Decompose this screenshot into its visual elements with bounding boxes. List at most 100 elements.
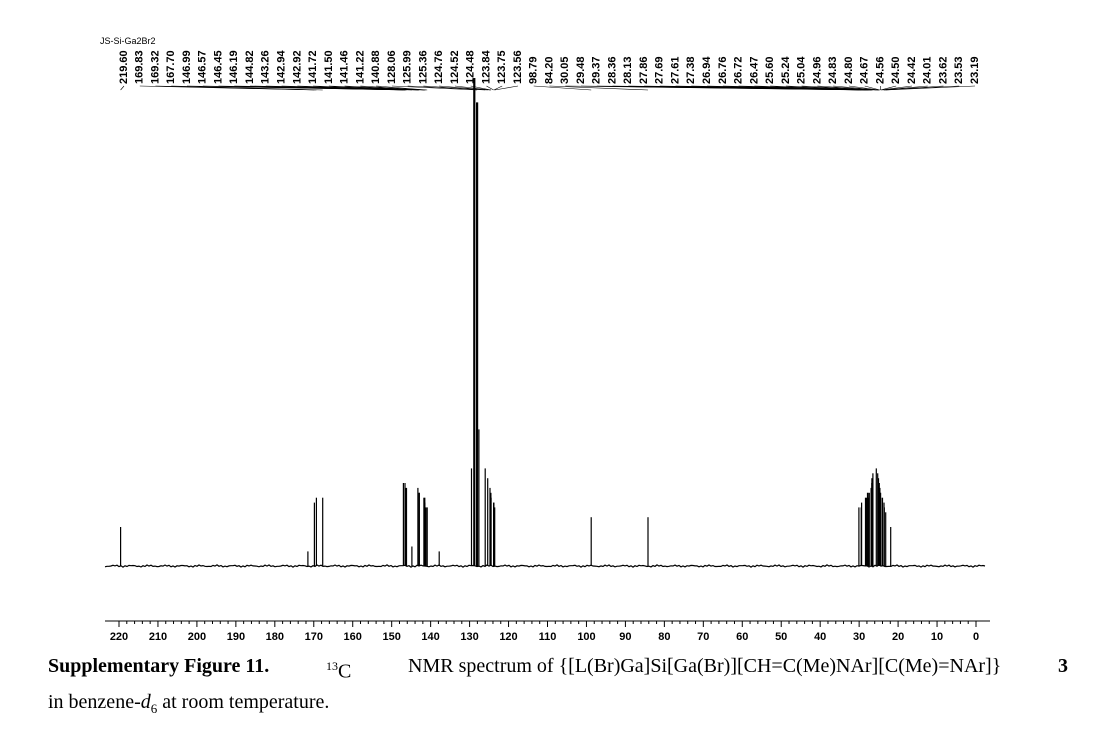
caption-text-main: NMR spectrum of {[L(Br)Ga]Si[Ga(Br)][CH=… <box>408 655 1002 677</box>
peak-label: 98.79 <box>528 56 540 84</box>
peak-label-connector <box>439 85 491 91</box>
peak-label: 144.82 <box>244 50 256 84</box>
peak-label: 24.56 <box>874 56 886 84</box>
peak-label: 25.24 <box>780 56 792 84</box>
x-tick-label: 150 <box>383 631 401 643</box>
peak-label: 24.01 <box>922 56 934 84</box>
peak-label: 29.48 <box>575 56 587 84</box>
peak-label-connector <box>493 85 503 91</box>
peak-label: 167.70 <box>165 50 177 84</box>
peak-label: 124.48 <box>465 50 477 84</box>
peak-label-connector <box>454 85 491 91</box>
x-tick-label: 110 <box>539 631 557 643</box>
peak-label-connector <box>486 85 494 91</box>
peak-label: 143.26 <box>260 50 272 84</box>
x-tick-label: 60 <box>736 631 748 643</box>
caption-nucleus-symbol: C <box>338 660 352 683</box>
x-tick-label: 100 <box>577 631 595 643</box>
caption-nucleus-mass: 13 <box>326 659 338 673</box>
caption-label: Supplementary Figure 11. <box>48 655 270 677</box>
peak-label: 128.06 <box>386 50 398 84</box>
peak-label-connector <box>494 85 519 91</box>
peak-label-connector <box>120 85 125 91</box>
peak-label: 124.52 <box>449 50 461 84</box>
peak-label-connector <box>848 85 880 91</box>
x-tick-label: 210 <box>149 631 167 643</box>
peak-label: 169.83 <box>134 50 146 84</box>
peak-label: 141.72 <box>307 50 319 84</box>
peak-label: 140.88 <box>370 50 382 84</box>
peak-label: 84.20 <box>543 56 555 84</box>
caption-line2-prefix: in benzene- <box>48 690 141 713</box>
caption-nucleus: 13C <box>326 651 351 687</box>
x-tick-label: 180 <box>266 631 284 643</box>
peak-label-connector <box>885 85 976 91</box>
peak-label: 24.67 <box>859 56 871 84</box>
peak-label-connectors <box>120 85 976 91</box>
peak-labels: 219.60 169.83 169.32 167.70 146.99 146.57 146.… <box>118 49 981 84</box>
peak-label: 26.72 <box>733 56 745 84</box>
peak-label: 146.57 <box>197 50 209 84</box>
x-tick-label: 160 <box>344 631 362 643</box>
peak-label: 25.04 <box>796 56 808 84</box>
peak-label: 25.60 <box>764 56 776 84</box>
peak-label: 23.62 <box>937 56 949 84</box>
peak-label: 146.99 <box>181 50 193 84</box>
peak-label: 125.36 <box>417 50 429 84</box>
nmr-spectrum-chart: JS-Si-Ga2Br2 219.60 169.83 169.32 167.70 146… <box>100 36 990 643</box>
peak-label-connector <box>423 85 488 91</box>
peak-label: 219.60 <box>118 50 130 84</box>
peak-label: 142.94 <box>276 49 288 84</box>
peak-label-connector <box>864 85 880 91</box>
sample-id: JS-Si-Ga2Br2 <box>100 36 156 46</box>
peak-label-connector <box>391 85 478 91</box>
peak-label: 23.19 <box>969 56 981 84</box>
peak-label: 29.37 <box>591 56 603 84</box>
x-tick-label: 140 <box>421 631 439 643</box>
x-tick-label: 170 <box>305 631 323 643</box>
x-tick-label: 50 <box>775 631 787 643</box>
caption-compound-number: 3 <box>1058 655 1068 677</box>
x-tick-label: 90 <box>619 631 631 643</box>
caption-line-2: in benzene-d6 at room temperature. <box>48 687 1068 724</box>
peak-label: 30.05 <box>559 56 571 84</box>
peak-label: 24.42 <box>906 56 918 84</box>
x-tick-label: 130 <box>460 631 478 643</box>
caption-line-1: Supplementary Figure 11. 13C NMR spectru… <box>48 651 1068 687</box>
x-tick-label: 30 <box>853 631 865 643</box>
peak-label: 26.94 <box>701 56 713 84</box>
peak-label: 27.61 <box>670 56 682 84</box>
peak-label: 125.99 <box>402 50 414 84</box>
peak-label: 26.47 <box>748 56 760 84</box>
x-tick-label: 10 <box>931 631 943 643</box>
peak-label: 23.53 <box>953 56 965 84</box>
peak-label: 28.13 <box>622 56 634 84</box>
peak-label-connector <box>880 85 913 91</box>
caption-line2-italic: d <box>140 690 151 713</box>
x-tick-label: 80 <box>658 631 670 643</box>
x-tick-label: 190 <box>227 631 245 643</box>
x-axis: 220 210 200 190 180 170 160 150 140 130 120 110 100 9… <box>105 620 990 643</box>
x-tick-label: 120 <box>499 631 517 643</box>
peak-label: 28.36 <box>606 56 618 84</box>
x-tick-label: 0 <box>973 631 979 643</box>
peak-label: 141.50 <box>323 50 335 84</box>
spectrum-baseline <box>104 564 986 568</box>
peak-label-connector <box>880 85 897 91</box>
peak-label: 123.75 <box>496 50 508 84</box>
peak-label: 24.80 <box>843 56 855 84</box>
peak-label: 27.38 <box>685 56 697 84</box>
peak-label: 24.50 <box>890 56 902 84</box>
spectrum-peaks <box>119 78 892 566</box>
x-tick-label: 220 <box>110 631 128 643</box>
peak-label-connector <box>549 85 649 91</box>
peak-label: 141.22 <box>354 50 366 84</box>
peak-label: 26.76 <box>717 56 729 84</box>
peak-label: 123.56 <box>512 50 524 84</box>
caption-line2-sub: 6 <box>150 700 158 716</box>
figure-caption: Supplementary Figure 11. 13C NMR spectru… <box>48 651 1068 724</box>
peak-label: 142.92 <box>291 50 303 84</box>
peak-label-connector <box>376 85 428 91</box>
peak-label-connector <box>533 85 592 91</box>
peak-label: 24.83 <box>827 56 839 84</box>
